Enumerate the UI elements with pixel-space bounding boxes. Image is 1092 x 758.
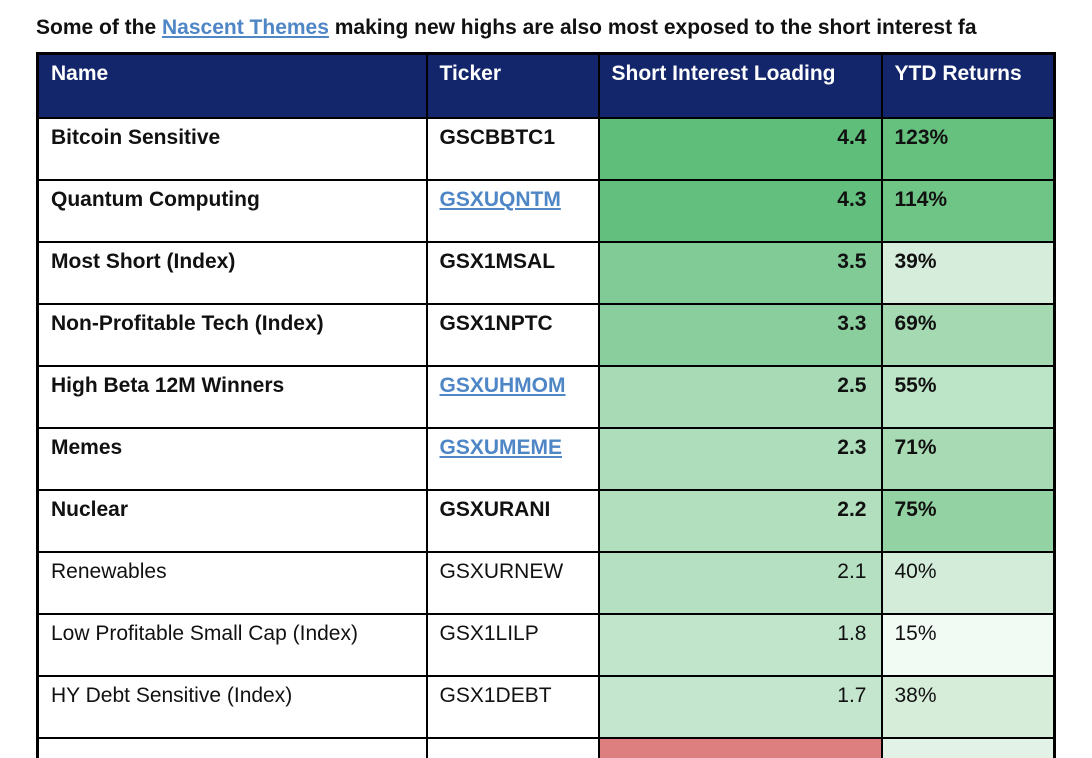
theme-name-cell: Non-Profitable Tech (Index) [36, 302, 428, 367]
title-prefix: Some of the [36, 16, 163, 39]
short-interest-loading-cell: 2.1 [597, 550, 883, 615]
theme-name-cell: Most Short (Index) [36, 240, 428, 305]
column-header-ticker: Ticker [425, 52, 600, 119]
nascent-themes-table: Name Ticker Short Interest Loading YTD R… [36, 52, 1056, 758]
ticker-cell: GSXUMEME [425, 426, 600, 491]
nascent-themes-link[interactable]: Nascent Themes [162, 16, 329, 39]
ytd-returns-cell: 15% [880, 612, 1056, 677]
table-header-row: Name Ticker Short Interest Loading YTD R… [36, 52, 1056, 119]
short-interest-loading-cell: 2.2 [597, 488, 883, 553]
ticker-link[interactable]: GSXUMEME [439, 435, 563, 459]
ticker-cell: GSXUHMOM [425, 364, 600, 429]
table-row: Nuclear GSXURANI 2.2 75% [36, 488, 1056, 553]
column-header-ytd-returns: YTD Returns [880, 52, 1056, 119]
theme-name-cell: Memes [36, 426, 428, 491]
ticker-cell: GSX1NPTC [425, 302, 600, 367]
ticker-cell: GSXURANI [425, 488, 600, 553]
ytd-returns-cell: 40% [880, 550, 1056, 615]
short-interest-loading-cell: 4.4 [597, 116, 883, 181]
table-row: Memes GSXUMEME 2.3 71% [36, 426, 1056, 491]
ticker-cell: GSX1LILP [425, 612, 600, 677]
short-interest-loading-cell: 4.3 [597, 178, 883, 243]
table-row: Renewables GSXURNEW 2.1 40% [36, 550, 1056, 615]
column-header-name: Name [36, 52, 428, 119]
short-interest-loading-cell [597, 736, 883, 758]
theme-name-cell [36, 736, 428, 758]
table-row: Low Profitable Small Cap (Index) GSX1LILP… [36, 612, 1056, 677]
table-row: Most Short (Index) GSX1MSAL 3.5 39% [36, 240, 1056, 305]
short-interest-loading-cell: 1.7 [597, 674, 883, 739]
ytd-returns-cell: 38% [880, 674, 1056, 739]
ticker-cell: GSXUQNTM [425, 178, 600, 243]
ytd-returns-cell: 71% [880, 426, 1056, 491]
table-row: High Beta 12M Winners GSXUHMOM 2.5 55% [36, 364, 1056, 429]
theme-name-cell: Low Profitable Small Cap (Index) [36, 612, 428, 677]
table-row: Non-Profitable Tech (Index) GSX1NPTC 3.3 69… [36, 302, 1056, 367]
theme-name-cell: Nuclear [36, 488, 428, 553]
table-row: Quantum Computing GSXUQNTM 4.3 114% [36, 178, 1056, 243]
short-interest-loading-cell: 2.3 [597, 426, 883, 491]
ticker-cell: GSX1MSAL [425, 240, 600, 305]
ticker-link[interactable]: GSXUQNTM [439, 187, 561, 211]
ytd-returns-cell: 39% [880, 240, 1056, 305]
ticker-cell: GSXURNEW [425, 550, 600, 615]
short-interest-loading-cell: 2.5 [597, 364, 883, 429]
ytd-returns-cell: 69% [880, 302, 1056, 367]
theme-name-cell: Renewables [36, 550, 428, 615]
ytd-returns-cell: 123% [880, 116, 1056, 181]
ticker-link[interactable]: GSXUHMOM [439, 373, 566, 397]
table-row: HY Debt Sensitive (Index) GSX1DEBT 1.7 38% [36, 674, 1056, 739]
table-row [36, 736, 1056, 758]
page-title: Some of the Nascent Themes making new hi… [36, 16, 1092, 40]
short-interest-loading-cell: 3.5 [597, 240, 883, 305]
ytd-returns-cell [880, 736, 1056, 758]
title-suffix: making new highs are also most exposed t… [328, 16, 977, 39]
ytd-returns-cell: 75% [880, 488, 1056, 553]
column-header-short-interest-loading: Short Interest Loading [597, 52, 883, 119]
theme-name-cell: HY Debt Sensitive (Index) [36, 674, 428, 739]
short-interest-loading-cell: 1.8 [597, 612, 883, 677]
ticker-cell: GSX1DEBT [425, 674, 600, 739]
ytd-returns-cell: 114% [880, 178, 1056, 243]
short-interest-loading-cell: 3.3 [597, 302, 883, 367]
theme-name-cell: Quantum Computing [36, 178, 428, 243]
ytd-returns-cell: 55% [880, 364, 1056, 429]
table-row: Bitcoin Sensitive GSCBBTC1 4.4 123% [36, 116, 1056, 181]
ticker-cell [425, 736, 600, 758]
theme-name-cell: High Beta 12M Winners [36, 364, 428, 429]
theme-name-cell: Bitcoin Sensitive [36, 116, 428, 181]
ticker-cell: GSCBBTC1 [425, 116, 600, 181]
